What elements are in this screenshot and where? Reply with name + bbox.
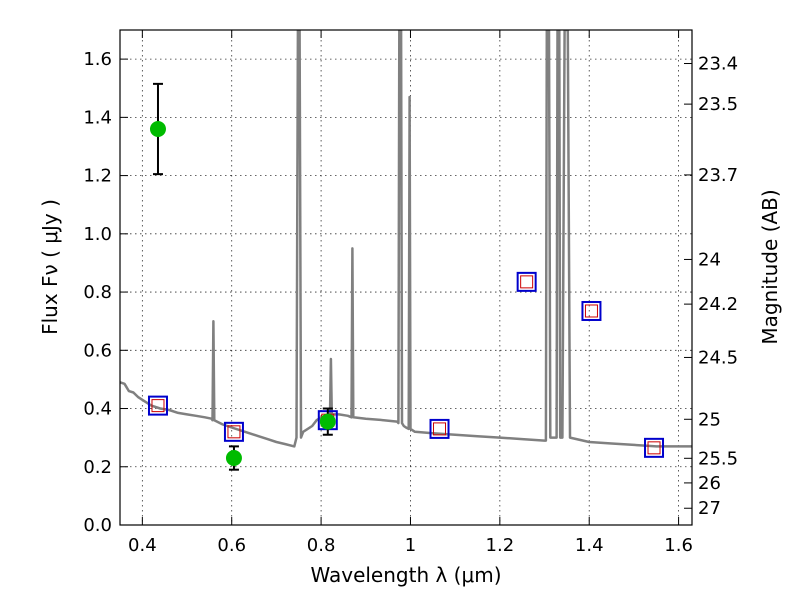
- y-tick-label: 0.0: [83, 515, 112, 536]
- model-spectrum-line: [120, 30, 692, 448]
- model-spectrum: [120, 30, 692, 448]
- mag-tick-label: 25: [698, 409, 721, 430]
- y-tick-label: 0.2: [83, 457, 112, 478]
- y-axis-label-right: Magnitude (AB): [758, 189, 782, 344]
- y-tick-label: 0.4: [83, 399, 112, 420]
- x-tick-label: 0.8: [307, 535, 336, 556]
- y-tick-label: 1.2: [83, 166, 112, 187]
- model-photometry-square: [429, 418, 450, 439]
- model-photometry-square: [516, 271, 537, 292]
- mag-tick-label: 25.5: [698, 448, 738, 469]
- mag-tick-label: 24.5: [698, 347, 738, 368]
- model-photometry-square: [644, 437, 665, 458]
- model-photometry-inner-square: [647, 441, 661, 455]
- model-photometry-square: [147, 395, 168, 416]
- model-photometry-square: [223, 421, 244, 442]
- observed-flux-point: [149, 121, 166, 137]
- y-axis-label-left: Flux Fν ( μJy ): [38, 199, 62, 335]
- y-tick-label: 0.6: [83, 340, 112, 361]
- y-tick-label: 1.4: [83, 107, 112, 128]
- x-tick-label: 1.4: [575, 535, 604, 556]
- observed-flux-point: [225, 450, 242, 467]
- mag-tick-label: 26: [698, 473, 721, 494]
- mag-tick-label: 24: [698, 249, 721, 270]
- model-photometry-inner-square: [151, 399, 165, 413]
- mag-tick-label: 23.4: [698, 54, 738, 75]
- x-axis-label: Wavelength λ (μm): [310, 563, 501, 587]
- x-tick-label: 0.4: [128, 535, 157, 556]
- mag-tick-label: 27: [698, 498, 721, 519]
- model-photometry-inner-square: [227, 425, 241, 439]
- mag-tick-label: 23.5: [698, 94, 738, 115]
- plot-frame: [119, 29, 693, 526]
- x-tick-label: 1: [405, 535, 416, 556]
- x-tick-label: 1.2: [486, 535, 515, 556]
- observed-flux-point: [319, 413, 336, 430]
- y-tick-label: 0.8: [83, 282, 112, 303]
- grid-lines: [120, 30, 692, 525]
- y-tick-label: 1.0: [83, 224, 112, 245]
- axis-ticks: 0.4 0.6 0.8 1 1.2 1.4 1.6 0.0 0.2 0.4 0.6 0.8 1.0 1.2…: [83, 30, 738, 556]
- mag-tick-label: 23.7: [698, 165, 738, 186]
- model-photometry-inner-square: [584, 304, 598, 318]
- model-photometry-inner-square: [433, 422, 447, 436]
- x-tick-label: 0.6: [217, 535, 246, 556]
- model-photometry-square: [581, 300, 602, 321]
- model-photometry-inner-square: [520, 275, 534, 289]
- photometry-markers: [147, 82, 665, 471]
- y-tick-label: 1.6: [83, 49, 112, 70]
- x-tick-label: 1.6: [664, 535, 693, 556]
- mag-tick-label: 24.2: [698, 294, 738, 315]
